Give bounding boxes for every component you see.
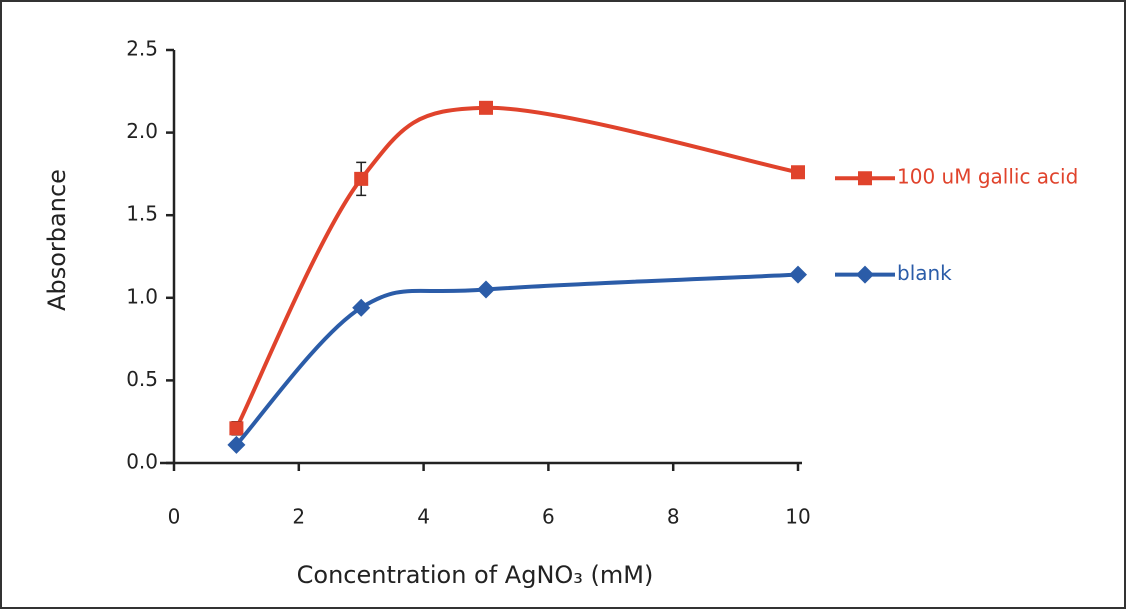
legend-marker — [856, 265, 874, 284]
y-tick-label: 0.0 — [126, 450, 158, 474]
x-tick-label: 4 — [417, 505, 430, 529]
data-point — [479, 100, 493, 115]
x-tick-label: 2 — [292, 505, 305, 529]
data-point — [229, 421, 244, 436]
data-point — [354, 171, 369, 186]
legend-marker — [858, 171, 872, 186]
data-point — [227, 435, 246, 454]
x-tick-label: 8 — [667, 505, 680, 529]
data-point — [791, 165, 805, 180]
x-tick-label: 0 — [168, 505, 181, 529]
x-axis-title: Concentration of AgNO₃ (mM) — [297, 561, 654, 589]
series-line — [234, 272, 799, 447]
data-point — [352, 298, 371, 317]
y-axis-title: Absorbance — [43, 169, 71, 311]
x-tick-label: 6 — [542, 505, 555, 529]
data-point — [477, 280, 495, 299]
y-tick-label: 1.0 — [126, 284, 158, 308]
x-tick-label: 10 — [785, 505, 810, 529]
y-tick-label: 1.5 — [126, 202, 158, 226]
series-line — [234, 105, 799, 430]
legend-label: blank — [897, 261, 952, 285]
legend-label: 100 uM gallic acid — [897, 165, 1078, 189]
y-tick-label: 0.5 — [126, 367, 158, 391]
y-tick-label: 2.5 — [126, 37, 158, 61]
data-point — [789, 265, 807, 284]
y-tick-label: 2.0 — [126, 119, 158, 143]
